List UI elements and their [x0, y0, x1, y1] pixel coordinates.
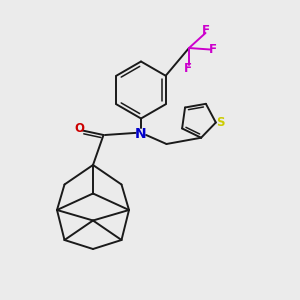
Text: F: F: [209, 43, 217, 56]
Text: F: F: [202, 24, 209, 37]
Text: O: O: [74, 122, 84, 135]
Text: S: S: [216, 116, 225, 129]
Text: F: F: [184, 62, 191, 75]
Text: N: N: [135, 127, 147, 140]
